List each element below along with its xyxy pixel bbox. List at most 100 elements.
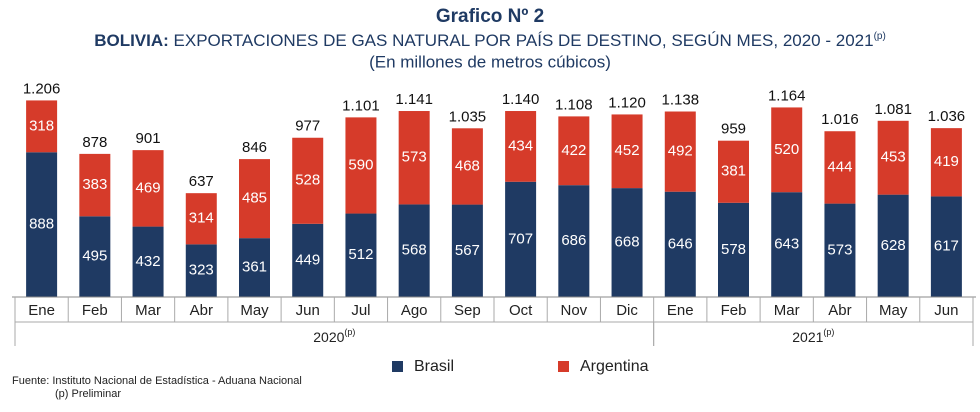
total-label: 1.108: [555, 96, 593, 113]
bar-segment: [771, 107, 803, 193]
x-tick-label: May: [879, 302, 908, 319]
bar-segment: [718, 140, 749, 203]
segment-label: 383: [82, 176, 107, 193]
subtitle-text: EXPORTACIONES DE GAS NATURAL POR PAÍS DE…: [174, 31, 874, 50]
total-label: 1.120: [608, 94, 646, 111]
segment-label: 452: [615, 142, 640, 159]
segment-label: 432: [136, 253, 161, 270]
bar-segment: [26, 152, 58, 297]
segment-label: 528: [295, 172, 320, 189]
bar-segment: [611, 114, 643, 189]
bar-segment: [877, 194, 909, 297]
chart-title: Grafico Nº 2: [436, 6, 544, 27]
x-tick-label: Ene: [28, 302, 55, 319]
bar-segment: [185, 193, 217, 245]
segment-label: 361: [242, 259, 267, 276]
source: Fuente: Instituto Nacional de Estadístic…: [12, 375, 302, 387]
segment-label: 381: [721, 163, 746, 180]
group-name: 2021: [792, 329, 823, 345]
x-tick-label: Feb: [82, 302, 108, 319]
x-tick-label: Jun: [934, 302, 958, 319]
group-name: 2020: [313, 329, 344, 345]
bar-segment: [505, 181, 537, 297]
bar-segment: [558, 185, 590, 297]
x-tick-label: Mar: [774, 302, 800, 319]
group-label: 2021(p): [792, 327, 834, 344]
segment-label: 643: [774, 236, 799, 253]
bar-segment: [664, 111, 696, 192]
bar-segment: [239, 238, 270, 297]
segment-label: 449: [295, 251, 320, 268]
segment-label: 617: [934, 238, 959, 255]
segment-label: 323: [189, 262, 214, 279]
bar-segment: [292, 223, 324, 297]
segment-label: 314: [189, 210, 214, 227]
x-tick-label: Mar: [135, 302, 161, 319]
segment-label: 485: [242, 190, 267, 207]
total-label: 1.081: [874, 101, 912, 118]
segment-label: 512: [348, 246, 373, 263]
bar-segment: [611, 188, 643, 297]
segment-label: 468: [455, 157, 480, 174]
bar-segment: [824, 203, 856, 297]
bar-segment: [664, 191, 696, 297]
x-tick-label: Abr: [828, 302, 851, 319]
x-tick-label: Abr: [190, 302, 213, 319]
legend-swatch: [558, 361, 569, 372]
bar-segment: [398, 111, 430, 205]
x-tick-label: May: [240, 302, 269, 319]
segment-label: 707: [508, 230, 533, 247]
bar-segment: [505, 111, 537, 182]
segment-label: 434: [508, 137, 533, 154]
segment-label: 573: [402, 149, 427, 166]
total-label: 846: [242, 139, 267, 156]
bar-segment: [132, 150, 164, 227]
subtitle-bold: BOLIVIA:: [94, 31, 169, 50]
x-tick-label: Ene: [667, 302, 694, 319]
segment-label: 888: [29, 216, 54, 233]
bar-segment: [824, 131, 856, 204]
total-label: 1.140: [502, 91, 540, 108]
bar-segment: [132, 226, 164, 297]
segment-label: 520: [774, 141, 799, 158]
subtitle-sup: (p): [874, 31, 886, 42]
legend-swatch: [392, 361, 403, 372]
bar-segment: [930, 128, 962, 197]
segment-label: 646: [668, 235, 693, 252]
bar-segment: [558, 116, 590, 186]
total-label: 959: [721, 121, 746, 138]
group-sup: (p): [344, 327, 355, 337]
total-label: 1.035: [449, 108, 487, 125]
legend-label: Argentina: [580, 358, 649, 375]
segment-label: 469: [136, 179, 161, 196]
bar-segment: [79, 216, 111, 297]
total-label: 878: [82, 134, 107, 151]
legend-label: Brasil: [414, 358, 454, 375]
segment-label: 318: [29, 117, 54, 134]
segment-label: 668: [615, 234, 640, 251]
total-label: 1.101: [342, 97, 380, 114]
bar-segment: [345, 117, 377, 214]
x-tick-label: Dic: [616, 302, 638, 319]
bar-segment: [877, 120, 909, 195]
segment-label: 419: [934, 153, 959, 170]
segment-label: 573: [827, 241, 852, 258]
bar-segment: [398, 204, 430, 297]
segment-label: 492: [668, 143, 693, 160]
total-label: 1.036: [928, 108, 966, 125]
segment-label: 567: [455, 242, 480, 259]
bar-segment: [771, 192, 803, 297]
bar-segment: [185, 244, 217, 297]
bar-segment: [26, 100, 58, 153]
total-label: 901: [136, 130, 161, 147]
total-label: 1.164: [768, 87, 806, 104]
bar-segment: [292, 137, 324, 224]
bar-segment: [451, 204, 483, 297]
segment-label: 686: [561, 232, 586, 249]
bar-segment: [239, 159, 270, 239]
x-tick-label: Nov: [560, 302, 587, 319]
note: (p) Preliminar: [55, 388, 121, 400]
group-sup: (p): [823, 327, 834, 337]
total-label: 1.016: [821, 111, 859, 128]
